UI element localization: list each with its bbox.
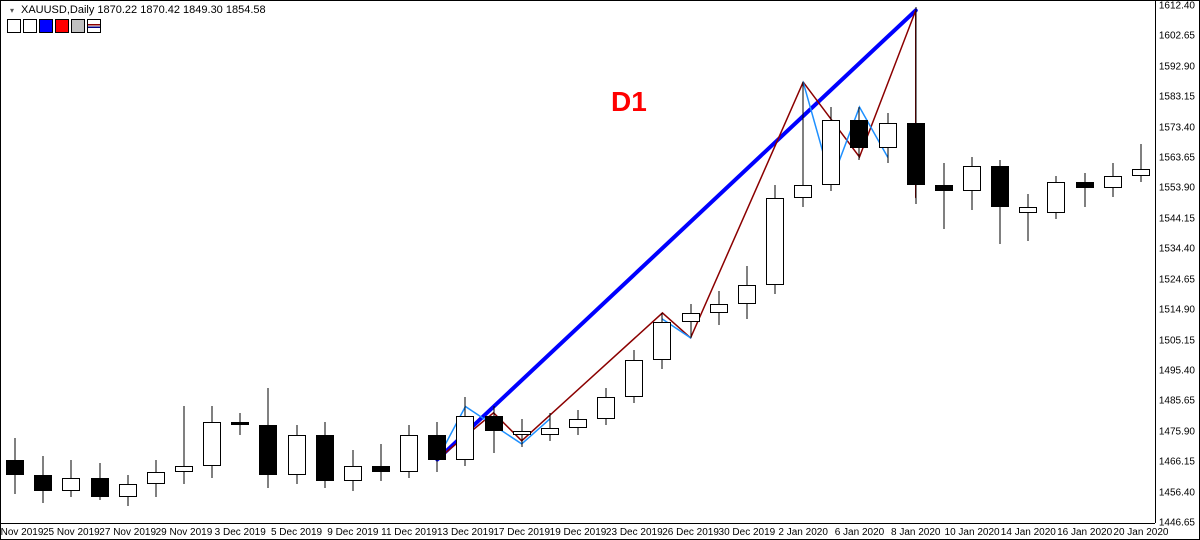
candle	[1132, 1, 1150, 523]
candle	[62, 1, 80, 523]
x-tick-label: 13 Dec 2019	[437, 527, 494, 538]
candle	[569, 1, 587, 523]
chart-window[interactable]: ▾ XAUUSD,Daily 1870.22 1870.42 1849.30 1…	[0, 0, 1200, 540]
y-tick-label: 1592.90	[1159, 61, 1195, 72]
candle	[91, 1, 109, 523]
candle	[907, 1, 925, 523]
candle	[597, 1, 615, 523]
x-tick-label: 9 Dec 2019	[327, 527, 378, 538]
x-tick-label: 14 Jan 2020	[1001, 527, 1056, 538]
y-tick-label: 1524.65	[1159, 274, 1195, 285]
y-tick-label: 1475.90	[1159, 426, 1195, 437]
x-tick-label: 25 Nov 2019	[43, 527, 100, 538]
candle	[625, 1, 643, 523]
y-tick-label: 1466.15	[1159, 457, 1195, 468]
y-tick-label: 1553.90	[1159, 183, 1195, 194]
candle	[119, 1, 137, 523]
candle	[456, 1, 474, 523]
x-tick-label: 8 Jan 2020	[891, 527, 941, 538]
y-tick-label: 1495.40	[1159, 365, 1195, 376]
candle	[738, 1, 756, 523]
x-axis: 21 Nov 201925 Nov 201927 Nov 201929 Nov …	[1, 523, 1155, 539]
candle	[682, 1, 700, 523]
x-tick-label: 23 Dec 2019	[606, 527, 663, 538]
x-tick-label: 11 Dec 2019	[381, 527, 437, 538]
x-tick-label: 2 Jan 2020	[778, 527, 828, 538]
x-tick-label: 27 Nov 2019	[99, 527, 156, 538]
y-tick-label: 1602.65	[1159, 31, 1195, 42]
y-tick-label: 1563.65	[1159, 153, 1195, 164]
candle	[34, 1, 52, 523]
candle	[935, 1, 953, 523]
y-tick-label: 1583.15	[1159, 92, 1195, 103]
candle	[372, 1, 390, 523]
candle	[1019, 1, 1037, 523]
y-tick-label: 1573.40	[1159, 122, 1195, 133]
x-tick-label: 5 Dec 2019	[271, 527, 322, 538]
candle	[513, 1, 531, 523]
candle	[541, 1, 559, 523]
y-tick-label: 1612.40	[1159, 0, 1195, 11]
y-tick-label: 1485.65	[1159, 396, 1195, 407]
candle	[6, 1, 24, 523]
x-tick-label: 20 Jan 2020	[1113, 527, 1168, 538]
y-tick-label: 1514.90	[1159, 305, 1195, 316]
candle	[288, 1, 306, 523]
candle	[963, 1, 981, 523]
candle	[794, 1, 812, 523]
candle	[259, 1, 277, 523]
y-axis: 1612.40 1602.65 1592.90 1583.15 1573.40 1563.…	[1155, 1, 1199, 523]
candle	[1047, 1, 1065, 523]
x-tick-label: 30 Dec 2019	[719, 527, 776, 538]
y-tick-label: 1534.40	[1159, 244, 1195, 255]
candle	[147, 1, 165, 523]
x-tick-label: 3 Dec 2019	[215, 527, 266, 538]
x-tick-label: 21 Nov 2019	[0, 527, 43, 538]
x-tick-label: 26 Dec 2019	[662, 527, 719, 538]
candle	[991, 1, 1009, 523]
x-tick-label: 19 Dec 2019	[550, 527, 607, 538]
candle	[316, 1, 334, 523]
y-tick-label: 1544.15	[1159, 213, 1195, 224]
plot-area[interactable]: D1	[1, 1, 1155, 523]
candle	[766, 1, 784, 523]
candle	[203, 1, 221, 523]
y-tick-label: 1505.15	[1159, 335, 1195, 346]
candle	[1076, 1, 1094, 523]
candle	[400, 1, 418, 523]
candle	[1104, 1, 1122, 523]
x-tick-label: 29 Nov 2019	[156, 527, 213, 538]
x-tick-label: 16 Jan 2020	[1057, 527, 1112, 538]
candle	[850, 1, 868, 523]
x-tick-label: 10 Jan 2020	[945, 527, 1000, 538]
candle	[822, 1, 840, 523]
candle	[231, 1, 249, 523]
candle	[344, 1, 362, 523]
y-tick-label: 1456.40	[1159, 487, 1195, 498]
candle	[175, 1, 193, 523]
candle	[710, 1, 728, 523]
candle	[653, 1, 671, 523]
candle	[428, 1, 446, 523]
candle	[485, 1, 503, 523]
x-tick-label: 17 Dec 2019	[493, 527, 550, 538]
candle	[879, 1, 897, 523]
x-tick-label: 6 Jan 2020	[835, 527, 885, 538]
